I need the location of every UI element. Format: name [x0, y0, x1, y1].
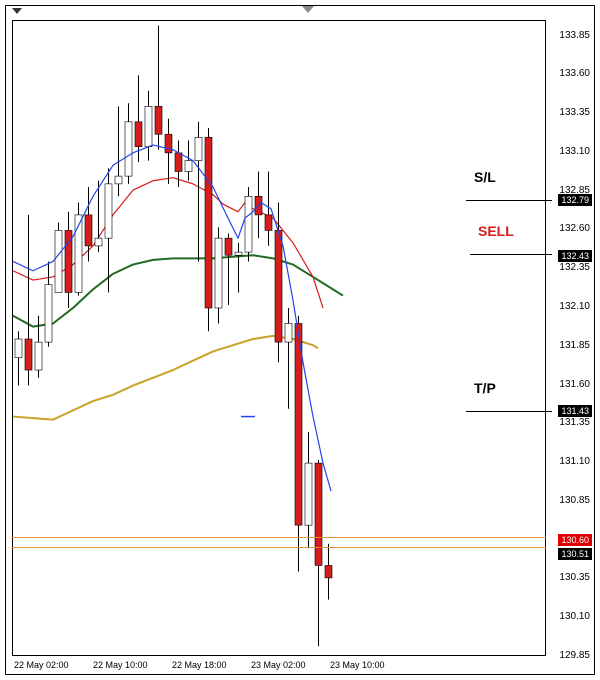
- x-tick-label: 22 May 10:00: [93, 660, 148, 670]
- y-tick-label: 133.85: [559, 30, 590, 41]
- annotation-sell: SELL: [478, 223, 514, 239]
- x-tick-label: 22 May 02:00: [14, 660, 69, 670]
- y-tick-label: 132.35: [559, 262, 590, 273]
- y-axis: 133.85133.60133.35133.10132.85132.60132.…: [546, 20, 594, 656]
- y-tick-label: 130.85: [559, 495, 590, 506]
- price-label: 132.43: [558, 250, 592, 262]
- annotation-line: [466, 411, 552, 412]
- x-tick-label: 23 May 02:00: [251, 660, 306, 670]
- annotation-sl: S/L: [474, 169, 496, 185]
- y-tick-label: 131.35: [559, 417, 590, 428]
- horizontal-price-line: [12, 547, 546, 548]
- y-tick-label: 130.35: [559, 572, 590, 583]
- y-tick-label: 132.60: [559, 223, 590, 234]
- y-tick-label: 133.10: [559, 146, 590, 157]
- y-tick-label: 131.85: [559, 340, 590, 351]
- x-tick-label: 22 May 18:00: [172, 660, 227, 670]
- annotation-line: [470, 254, 552, 255]
- y-tick-label: 130.10: [559, 611, 590, 622]
- chart-top-marker-icon: [302, 6, 314, 13]
- annotation-tp: T/P: [474, 380, 496, 396]
- chart-svg: [13, 21, 545, 655]
- x-axis: 22 May 02:00 22 May 10:00 22 May 18:00 23 M…: [12, 656, 546, 670]
- price-label: 130.60: [558, 534, 592, 546]
- y-tick-label: 133.60: [559, 68, 590, 79]
- chart-container: 133.85133.60133.35133.10132.85132.60132.…: [5, 5, 595, 675]
- y-tick-label: 129.85: [559, 650, 590, 661]
- price-label: 132.79: [558, 194, 592, 206]
- y-tick-label: 133.35: [559, 107, 590, 118]
- price-label: 131.43: [558, 405, 592, 417]
- y-tick-label: 131.10: [559, 456, 590, 467]
- horizontal-price-line: [12, 537, 546, 538]
- x-tick-label: 23 May 10:00: [330, 660, 385, 670]
- y-tick-label: 131.60: [559, 379, 590, 390]
- price-chart-plot[interactable]: [12, 20, 546, 656]
- annotation-line: [466, 200, 552, 201]
- y-tick-label: 132.10: [559, 301, 590, 312]
- dropdown-icon[interactable]: [12, 8, 22, 14]
- price-label: 130.51: [558, 548, 592, 560]
